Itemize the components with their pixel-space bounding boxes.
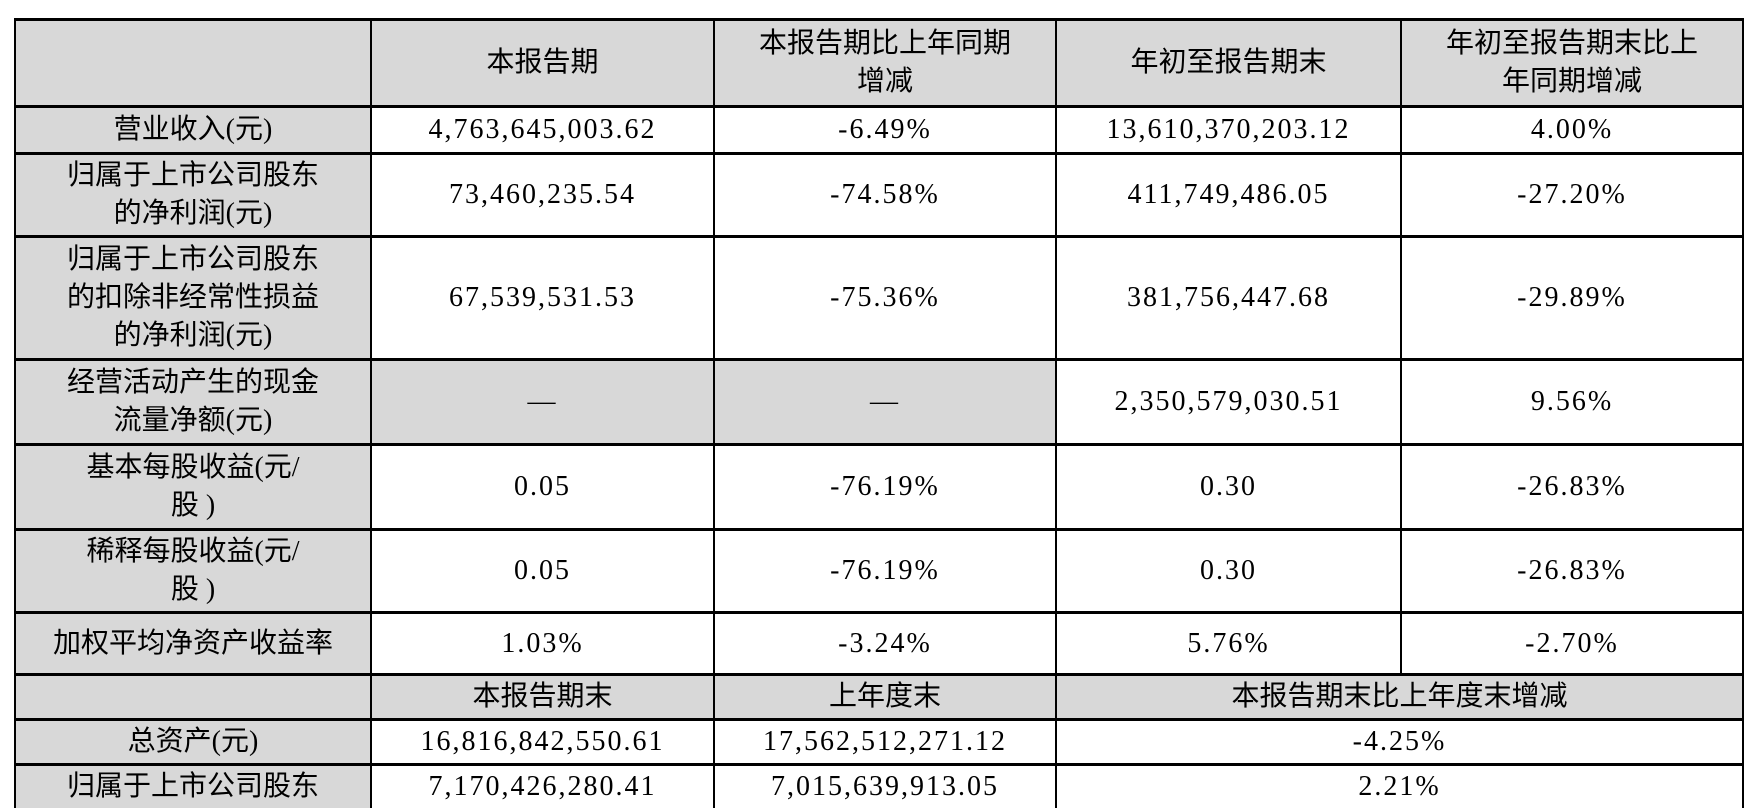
row-equity-attributable: 归属于上市公司股东 7,170,426,280.41 7,015,639,913… bbox=[14, 763, 1744, 808]
cash-flow-yoy-change-dash: — bbox=[713, 358, 1057, 446]
row-revenue-label: 营业收入(元) bbox=[14, 105, 372, 155]
header-corner-cell bbox=[14, 18, 372, 108]
row-weighted-avg-roe-label: 加权平均净资产收益率 bbox=[14, 611, 372, 676]
row-net-profit: 归属于上市公司股东 的净利润(元) 73,460,235.54 -74.58% … bbox=[14, 152, 1744, 238]
row-net-profit-label: 归属于上市公司股东 的净利润(元) bbox=[14, 152, 372, 238]
subheader-corner-cell bbox=[14, 673, 372, 721]
row-basic-eps: 基本每股收益(元/ 股 ) 0.05 -76.19% 0.30 -26.83% bbox=[14, 443, 1744, 531]
roe-ytd-yoy-change: -2.70% bbox=[1400, 611, 1744, 676]
net-profit-excl-ytd: 381,756,447.68 bbox=[1055, 235, 1402, 361]
row-basic-eps-label: 基本每股收益(元/ 股 ) bbox=[14, 443, 372, 531]
basic-eps-ytd: 0.30 bbox=[1055, 443, 1402, 531]
diluted-eps-ytd: 0.30 bbox=[1055, 528, 1402, 614]
header-ytd: 年初至报告期末 bbox=[1055, 18, 1402, 108]
row-total-assets-label: 总资产(元) bbox=[14, 718, 372, 766]
equity-end-of-last-year: 7,015,639,913.05 bbox=[713, 763, 1057, 808]
row-equity-attributable-label: 归属于上市公司股东 bbox=[14, 763, 372, 808]
equity-change: 2.21% bbox=[1055, 763, 1744, 808]
diluted-eps-current-period: 0.05 bbox=[370, 528, 715, 614]
header-current-period: 本报告期 bbox=[370, 18, 715, 108]
cash-flow-ytd: 2,350,579,030.51 bbox=[1055, 358, 1402, 446]
revenue-yoy-change: -6.49% bbox=[713, 105, 1057, 155]
header-current-period-yoy: 本报告期比上年同期 增减 bbox=[713, 18, 1057, 108]
row-operating-cash-flow-label: 经营活动产生的现金 流量净额(元) bbox=[14, 358, 372, 446]
diluted-eps-ytd-yoy-change: -26.83% bbox=[1400, 528, 1744, 614]
cash-flow-current-period-dash: — bbox=[370, 358, 715, 446]
net-profit-excl-ytd-yoy-change: -29.89% bbox=[1400, 235, 1744, 361]
row-diluted-eps-label: 稀释每股收益(元/ 股 ) bbox=[14, 528, 372, 614]
header-ytd-yoy: 年初至报告期末比上 年同期增减 bbox=[1400, 18, 1744, 108]
net-profit-yoy-change: -74.58% bbox=[713, 152, 1057, 238]
total-assets-end-of-last-year: 17,562,512,271.12 bbox=[713, 718, 1057, 766]
net-profit-ytd: 411,749,486.05 bbox=[1055, 152, 1402, 238]
equity-end-of-period: 7,170,426,280.41 bbox=[370, 763, 715, 808]
key-financials-table: 本报告期 本报告期比上年同期 增减 年初至报告期末 年初至报告期末比上 年同期增… bbox=[14, 18, 1744, 808]
row-net-profit-excl-nonrecurring: 归属于上市公司股东 的扣除非经常性损益 的净利润(元) 67,539,531.5… bbox=[14, 235, 1744, 361]
basic-eps-yoy-change: -76.19% bbox=[713, 443, 1057, 531]
revenue-ytd: 13,610,370,203.12 bbox=[1055, 105, 1402, 155]
net-profit-current-period: 73,460,235.54 bbox=[370, 152, 715, 238]
diluted-eps-yoy-change: -76.19% bbox=[713, 528, 1057, 614]
revenue-current-period: 4,763,645,003.62 bbox=[370, 105, 715, 155]
total-assets-change: -4.25% bbox=[1055, 718, 1744, 766]
basic-eps-current-period: 0.05 bbox=[370, 443, 715, 531]
subheader-period-vs-last-year: 本报告期末比上年度末增减 bbox=[1055, 673, 1744, 721]
subheader-end-of-period: 本报告期末 bbox=[370, 673, 715, 721]
total-assets-end-of-period: 16,816,842,550.61 bbox=[370, 718, 715, 766]
roe-ytd: 5.76% bbox=[1055, 611, 1402, 676]
table-subheader-row: 本报告期末 上年度末 本报告期末比上年度末增减 bbox=[14, 673, 1744, 721]
net-profit-excl-yoy-change: -75.36% bbox=[713, 235, 1057, 361]
row-operating-cash-flow: 经营活动产生的现金 流量净额(元) — — 2,350,579,030.51 9… bbox=[14, 358, 1744, 446]
row-net-profit-excl-label: 归属于上市公司股东 的扣除非经常性损益 的净利润(元) bbox=[14, 235, 372, 361]
row-revenue: 营业收入(元) 4,763,645,003.62 -6.49% 13,610,3… bbox=[14, 105, 1744, 155]
net-profit-ytd-yoy-change: -27.20% bbox=[1400, 152, 1744, 238]
basic-eps-ytd-yoy-change: -26.83% bbox=[1400, 443, 1744, 531]
table-header-row: 本报告期 本报告期比上年同期 增减 年初至报告期末 年初至报告期末比上 年同期增… bbox=[14, 18, 1744, 108]
row-total-assets: 总资产(元) 16,816,842,550.61 17,562,512,271.… bbox=[14, 718, 1744, 766]
row-weighted-avg-roe: 加权平均净资产收益率 1.03% -3.24% 5.76% -2.70% bbox=[14, 611, 1744, 676]
net-profit-excl-current-period: 67,539,531.53 bbox=[370, 235, 715, 361]
roe-yoy-change: -3.24% bbox=[713, 611, 1057, 676]
subheader-end-of-last-year: 上年度末 bbox=[713, 673, 1057, 721]
revenue-ytd-yoy-change: 4.00% bbox=[1400, 105, 1744, 155]
row-diluted-eps: 稀释每股收益(元/ 股 ) 0.05 -76.19% 0.30 -26.83% bbox=[14, 528, 1744, 614]
cash-flow-ytd-yoy-change: 9.56% bbox=[1400, 358, 1744, 446]
roe-current-period: 1.03% bbox=[370, 611, 715, 676]
